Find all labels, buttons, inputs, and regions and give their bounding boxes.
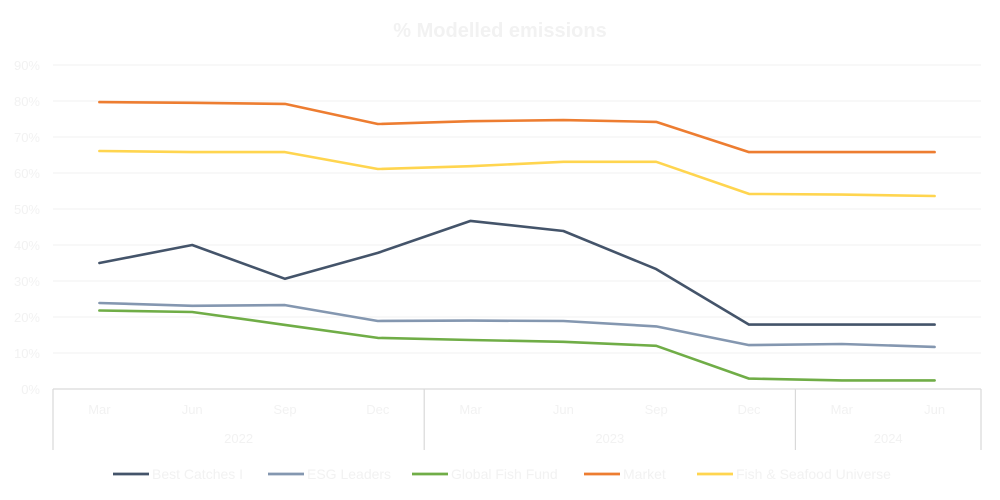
y-tick-label: 20% bbox=[14, 310, 40, 325]
x-tick-label: Sep bbox=[273, 402, 296, 417]
legend-label: Market bbox=[623, 466, 666, 482]
x-group-label: 2023 bbox=[595, 431, 624, 446]
gridlines bbox=[53, 64, 981, 354]
series-lines bbox=[98, 100, 936, 382]
series-line bbox=[98, 100, 936, 154]
x-tick-label: Dec bbox=[366, 402, 390, 417]
series-line bbox=[98, 219, 936, 326]
x-tick-label: Mar bbox=[831, 402, 854, 417]
x-tick-label: Jun bbox=[553, 402, 574, 417]
y-tick-label: 30% bbox=[14, 274, 40, 289]
y-tick-label: 90% bbox=[14, 58, 40, 73]
legend-label: ESG Leaders bbox=[307, 466, 391, 482]
series-line bbox=[98, 309, 936, 382]
x-group-label: 2022 bbox=[224, 431, 253, 446]
y-tick-label: 60% bbox=[14, 166, 40, 181]
legend-label: Global Fish Fund bbox=[451, 466, 558, 482]
y-tick-label: 70% bbox=[14, 130, 40, 145]
y-tick-label: 40% bbox=[14, 238, 40, 253]
y-tick-label: 10% bbox=[14, 346, 40, 361]
y-tick-label: 80% bbox=[14, 94, 40, 109]
x-tick-label: Dec bbox=[737, 402, 761, 417]
x-axis: Mar Jun Sep Dec Mar Jun Sep Dec Mar Jun 2022 2023 20… bbox=[52, 388, 982, 450]
series-line bbox=[98, 301, 936, 349]
chart-title: % Modelled emissions bbox=[393, 20, 606, 42]
x-tick-label: Jun bbox=[924, 402, 945, 417]
legend: Best Catches I ESG Leaders Global Fish Fun… bbox=[113, 466, 891, 482]
x-tick-label: Mar bbox=[88, 402, 111, 417]
x-tick-label: Sep bbox=[645, 402, 668, 417]
x-tick-label: Mar bbox=[459, 402, 482, 417]
legend-label: Fish & Seafood Universe bbox=[736, 466, 891, 482]
y-axis-ticks: 0% 10% 20% 30% 40% 50% 60% 70% 80% 90% bbox=[14, 58, 40, 397]
series-line bbox=[98, 149, 936, 198]
x-group-label: 2024 bbox=[874, 431, 903, 446]
y-tick-label: 50% bbox=[14, 202, 40, 217]
y-tick-label: 0% bbox=[21, 382, 40, 397]
legend-label: Best Catches I bbox=[152, 466, 243, 482]
x-tick-label: Jun bbox=[182, 402, 203, 417]
